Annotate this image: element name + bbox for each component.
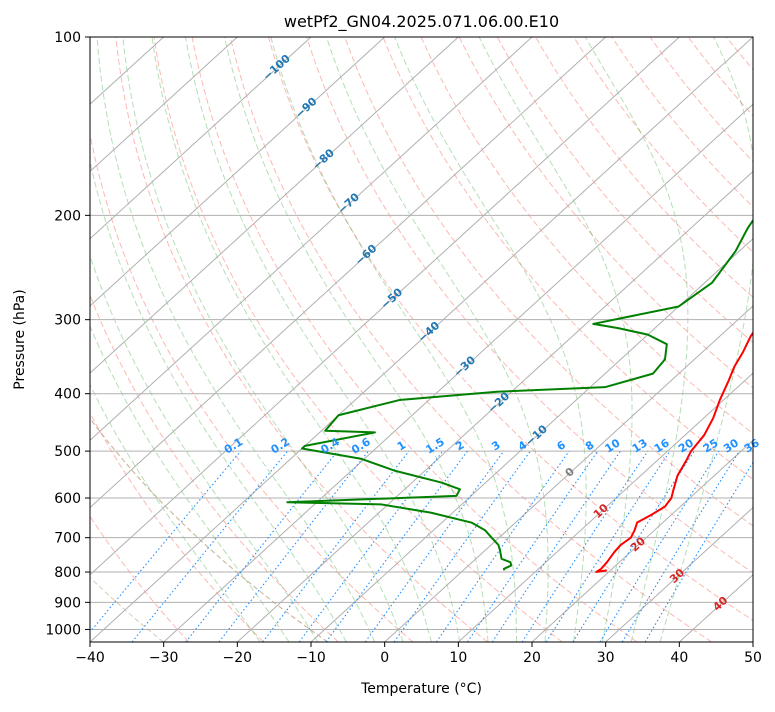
x-tick-label: −30 [149,650,179,666]
y-tick-label: 100 [54,30,81,46]
y-axis-label: Pressure (hPa) [12,289,28,389]
y-tick-label: 900 [54,595,81,611]
x-tick-label: 0 [380,650,389,666]
y-tick-label: 1000 [45,622,81,638]
x-tick-label: 40 [670,650,688,666]
x-tick-label: 50 [744,650,762,666]
x-tick-label: 10 [449,650,467,666]
chart-title: wetPf2_GN04.2025.071.06.00.E10 [284,12,559,32]
x-tick-label: −10 [296,650,326,666]
y-tick-label: 700 [54,531,81,547]
y-tick-label: 400 [54,387,81,403]
x-tick-label: 20 [523,650,541,666]
x-axis-label: Temperature (°C) [360,681,482,697]
x-tick-label: −20 [223,650,253,666]
y-tick-label: 500 [54,444,81,460]
y-tick-label: 300 [54,313,81,329]
y-tick-label: 200 [54,208,81,224]
y-tick-label: 600 [54,491,81,507]
x-tick-label: 30 [597,650,615,666]
x-tick-label: −40 [75,650,105,666]
y-tick-label: 800 [54,565,81,581]
